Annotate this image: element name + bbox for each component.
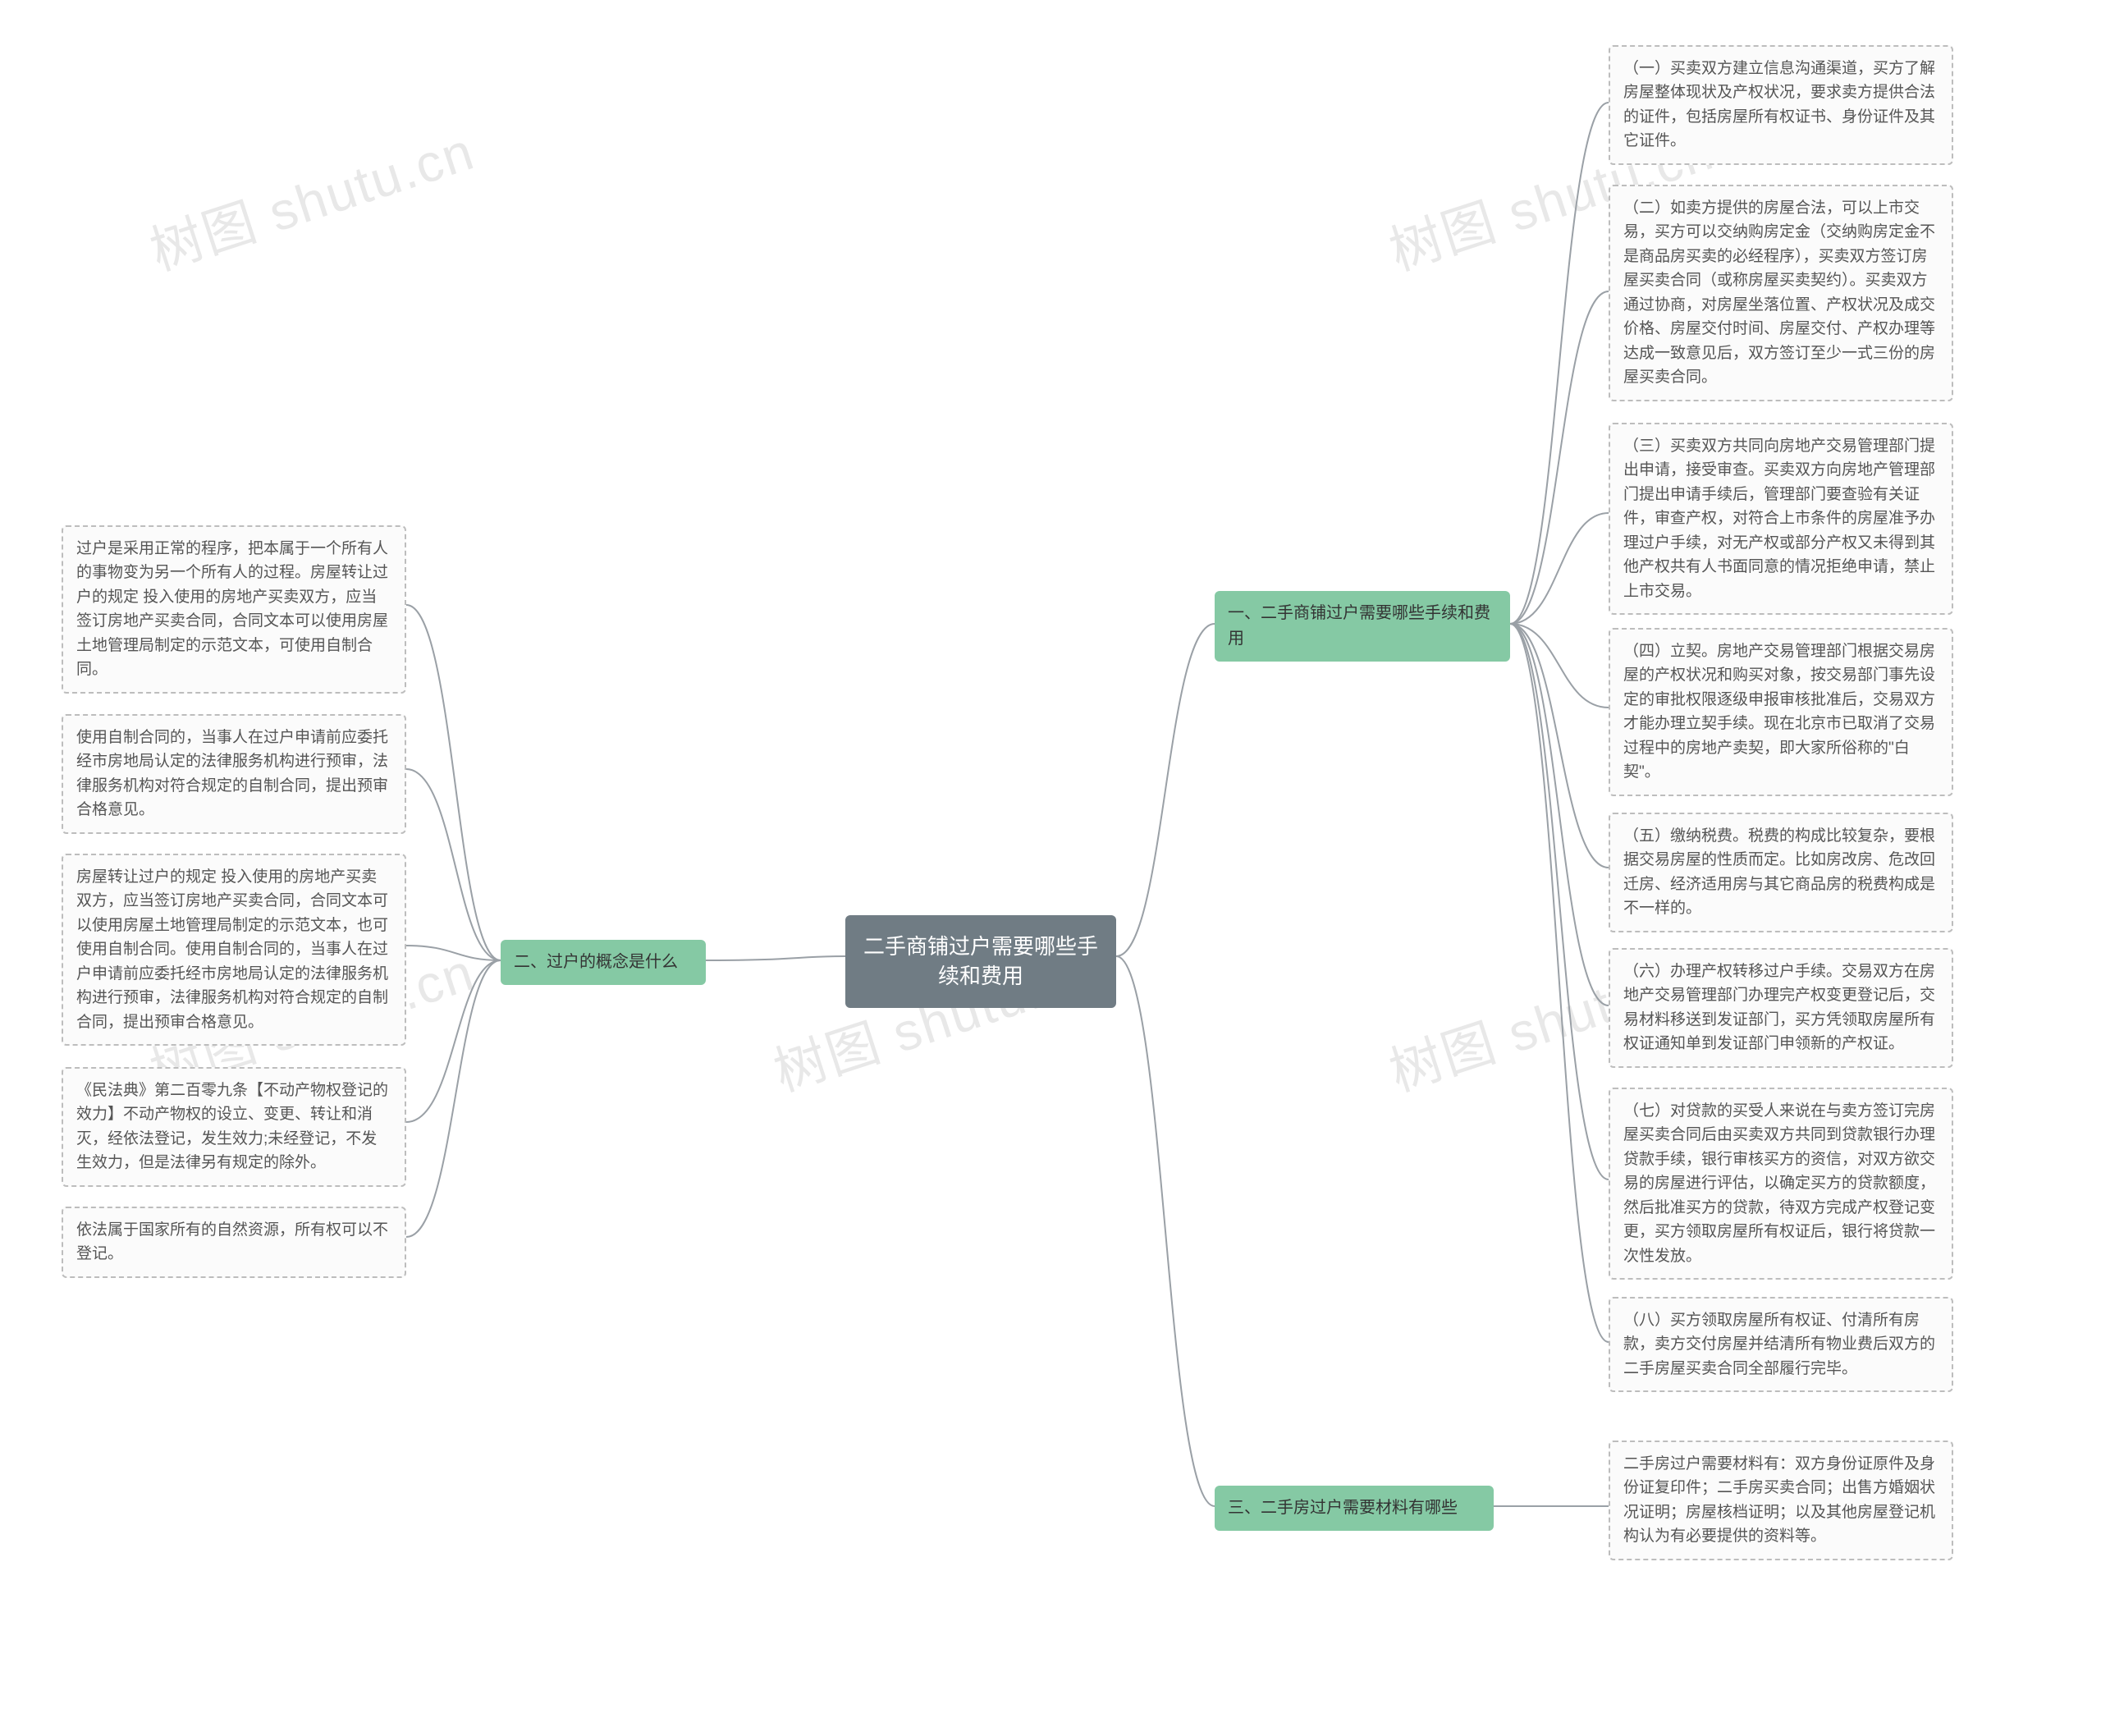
leaf-s2-5[interactable]: 依法属于国家所有的自然资源，所有权可以不登记。 <box>62 1207 406 1278</box>
leaf-s1-3[interactable]: （三）买卖双方共同向房地产交易管理部门提出申请，接受审查。买卖双方向房地产管理部… <box>1609 423 1953 615</box>
leaf-s2-2[interactable]: 使用自制合同的，当事人在过户申请前应委托经市房地局认定的法律服务机构进行预审，法… <box>62 714 406 834</box>
watermark-1: 树图 shutu.cn <box>140 109 483 285</box>
leaf-s1-1[interactable]: （一）买卖双方建立信息沟通渠道，买方了解房屋整体现状及产权状况，要求卖方提供合法… <box>1609 45 1953 165</box>
root-node[interactable]: 二手商铺过户需要哪些手续和费用 <box>845 915 1116 1008</box>
branch-section-1[interactable]: 一、二手商铺过户需要哪些手续和费用 <box>1215 591 1510 662</box>
branch-section-2[interactable]: 二、过户的概念是什么 <box>501 940 706 985</box>
leaf-s1-7[interactable]: （七）对贷款的买受人来说在与卖方签订完房屋买卖合同后由买卖双方共同到贷款银行办理… <box>1609 1088 1953 1280</box>
leaf-s1-8[interactable]: （八）买方领取房屋所有权证、付清所有房款，卖方交付房屋并结清所有物业费后双方的二… <box>1609 1297 1953 1392</box>
leaf-s2-1[interactable]: 过户是采用正常的程序，把本属于一个所有人的事物变为另一个所有人的过程。房屋转让过… <box>62 525 406 694</box>
leaf-s1-6[interactable]: （六）办理产权转移过户手续。交易双方在房地产交易管理部门办理完产权变更登记后，交… <box>1609 948 1953 1068</box>
leaf-s1-4[interactable]: （四）立契。房地产交易管理部门根据交易房屋的产权状况和购买对象，按交易部门事先设… <box>1609 628 1953 796</box>
leaf-s1-5[interactable]: （五）缴纳税费。税费的构成比较复杂，要根据交易房屋的性质而定。比如房改房、危改回… <box>1609 813 1953 932</box>
leaf-s1-2[interactable]: （二）如卖方提供的房屋合法，可以上市交易，买方可以交纳购房定金（交纳购房定金不是… <box>1609 185 1953 401</box>
leaf-s2-3[interactable]: 房屋转让过户的规定 投入使用的房地产买卖双方，应当签订房地产买卖合同，合同文本可… <box>62 854 406 1046</box>
leaf-s3-1[interactable]: 二手房过户需要材料有：双方身份证原件及身份证复印件；二手房买卖合同；出售方婚姻状… <box>1609 1441 1953 1560</box>
branch-section-3[interactable]: 三、二手房过户需要材料有哪些 <box>1215 1486 1494 1531</box>
leaf-s2-4[interactable]: 《民法典》第二百零九条【不动产物权登记的效力】不动产物权的设立、变更、转让和消灭… <box>62 1067 406 1187</box>
